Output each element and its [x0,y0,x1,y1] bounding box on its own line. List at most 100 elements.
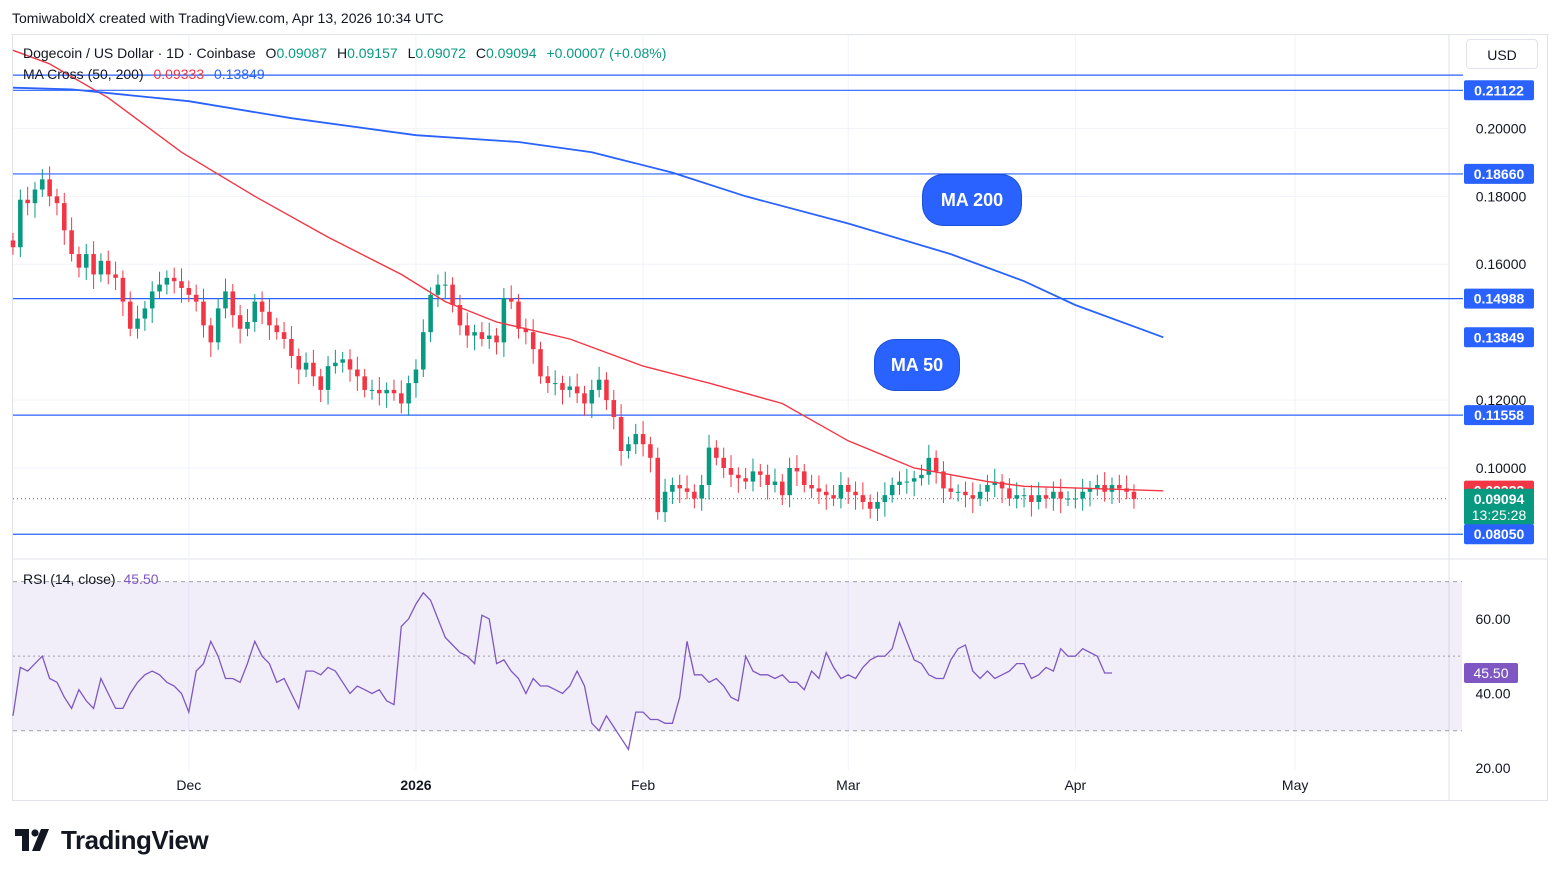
candle-body [450,284,455,305]
candle-body [369,389,375,391]
chart-frame[interactable] [12,34,1548,801]
rsi-value-tag [1464,662,1518,683]
rsi-label[interactable]: RSI (14, close) [23,571,116,587]
price-tags-layer: 0.211220.186600.149880.138490.115580.093… [1464,80,1534,545]
candle-body [780,481,785,496]
ohlc-high: H0.09157 [336,45,398,61]
rsi-legend[interactable]: RSI (14, close) 45.50 [23,571,159,587]
rsi-line[interactable] [12,591,1112,752]
candle-body [135,318,140,329]
candle-body [838,484,844,499]
candle-body [193,294,199,302]
candle-body [230,291,236,316]
candle-body [32,189,38,204]
candle-body [831,495,836,499]
price-tag-label: 0.08050 [1474,526,1525,542]
price-tag-label: 0.18660 [1474,166,1525,182]
candle-body [252,301,258,322]
x-axis-tick-label: Feb [631,777,655,793]
ma50-line[interactable] [12,49,1164,492]
candle-body [1007,488,1012,499]
tradingview-logo[interactable]: TradingView [15,824,209,856]
candle-body [289,338,294,356]
candle-body [347,359,353,370]
price-tag-label: 0.14988 [1474,291,1525,307]
candle-body [714,447,719,458]
ma200-line[interactable] [12,86,1164,339]
candle-body [1131,491,1137,499]
candle-body [171,277,177,282]
symbol-name[interactable]: Dogecoin / US Dollar · 1D · Coinbase [23,45,256,61]
candle-body [1087,488,1093,492]
candle-body [860,495,866,502]
rsi-axis-tick-label: 60.00 [1475,611,1510,627]
candle-body [721,457,726,469]
candle-body [604,379,609,401]
ma50-value: 0.09333 [153,66,205,82]
candle-body [897,481,902,485]
y-axis-tick-label: 0.12000 [1476,392,1527,408]
price-tag-box [1464,288,1534,309]
candle-body [1109,484,1115,492]
candle-body [853,491,858,496]
candle-body [472,332,477,336]
rsi-axis-tick-label: 40.00 [1475,685,1510,701]
candle-body [648,444,653,458]
price-tag-box [1464,488,1534,525]
candle-body [164,277,170,285]
candle-body [882,495,888,502]
candle-body [911,478,917,482]
candle-body [516,301,521,329]
candle-body [18,199,23,248]
ma200-callout: MA 200 [923,175,1021,225]
ma-cross-label[interactable]: MA Cross (50, 200) [23,66,144,82]
candle-body [919,474,924,479]
candle-body [362,376,367,390]
candle-body [179,281,184,289]
candle-body [1073,498,1078,500]
ma-cross-legend[interactable]: MA Cross (50, 200) 0.09333 0.13849 [23,66,265,82]
candle-body [933,457,939,472]
y-axis-tick-label: 0.18000 [1476,188,1527,204]
candle-body [113,274,118,278]
candle-body [149,291,155,309]
ohlc-open: O0.09087 [265,45,328,61]
candle-body [743,478,748,482]
symbol-legend[interactable]: Dogecoin / US Dollar · 1D · Coinbase O0.… [23,45,672,61]
candle-body [311,362,316,377]
candle-body [1080,491,1085,499]
candle-body [970,495,976,499]
candle-body [40,179,45,190]
candle-body [25,199,30,204]
candle-body [157,284,162,292]
candle-body [904,481,910,483]
x-axis-tick-label: Mar [836,777,860,793]
candle-body [787,468,792,496]
x-axis-tick-label: Dec [176,777,201,793]
candle-body [523,328,529,333]
candle-body [552,383,558,385]
candle-body [801,471,807,485]
moving-averages-layer [12,49,1164,492]
candle-body [406,383,411,404]
price-tag-box [1464,327,1534,348]
candle-body [706,447,712,485]
candle-body [794,468,800,472]
candle-body [47,179,52,197]
candle-body [560,383,565,390]
candle-body [384,389,389,394]
candle-body [875,501,880,509]
candle-body [816,488,822,492]
candle-body [662,491,668,513]
candle-body [985,484,990,492]
candle-body [325,366,331,390]
y-axis-tick-label: 0.20000 [1476,120,1527,136]
candle-body [977,491,983,499]
price-tag-box [1464,80,1534,101]
candle-body [457,305,463,326]
tradingview-logo-icon [15,829,49,851]
currency-button[interactable]: USD [1466,39,1538,69]
candle-body [142,308,148,319]
candle-body [574,386,580,394]
